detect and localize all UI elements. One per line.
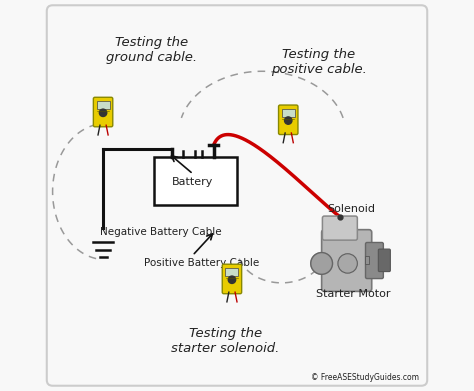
Text: Solenoid: Solenoid (328, 204, 375, 214)
FancyBboxPatch shape (365, 256, 369, 264)
FancyBboxPatch shape (322, 230, 372, 291)
FancyBboxPatch shape (282, 109, 295, 117)
Text: Testing the
ground cable.: Testing the ground cable. (106, 36, 197, 64)
Circle shape (100, 109, 107, 117)
Text: Negative Battery Cable: Negative Battery Cable (100, 228, 222, 237)
FancyBboxPatch shape (222, 264, 242, 294)
FancyBboxPatch shape (322, 216, 357, 240)
Circle shape (284, 117, 292, 124)
FancyBboxPatch shape (279, 105, 298, 135)
Text: Testing the
starter solenoid.: Testing the starter solenoid. (171, 327, 280, 355)
Circle shape (311, 253, 332, 274)
FancyBboxPatch shape (47, 5, 427, 386)
FancyBboxPatch shape (154, 157, 237, 205)
FancyBboxPatch shape (93, 97, 113, 127)
FancyBboxPatch shape (378, 249, 391, 272)
Text: Battery: Battery (172, 177, 213, 187)
Circle shape (228, 276, 236, 283)
FancyBboxPatch shape (226, 268, 238, 276)
Text: Starter Motor: Starter Motor (316, 289, 391, 300)
FancyBboxPatch shape (365, 242, 383, 278)
Circle shape (338, 254, 357, 273)
Text: Positive Battery Cable: Positive Battery Cable (145, 258, 260, 269)
Text: Testing the
positive cable.: Testing the positive cable. (271, 48, 366, 75)
FancyBboxPatch shape (97, 101, 109, 109)
Text: © FreeASEStudyGuides.com: © FreeASEStudyGuides.com (311, 373, 419, 382)
